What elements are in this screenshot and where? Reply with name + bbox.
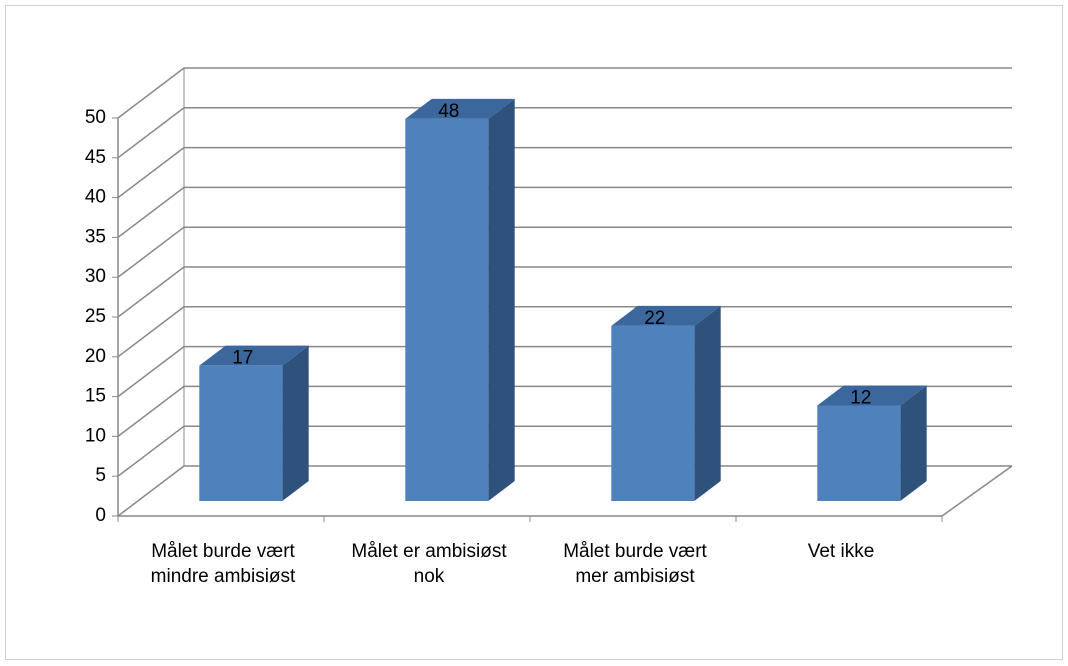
bar-top <box>817 385 927 406</box>
grid-line <box>117 107 1012 159</box>
y-tick-label: 20 <box>85 346 106 367</box>
grid-line <box>117 385 1012 437</box>
bar <box>817 405 901 501</box>
value-label: 22 <box>644 308 665 329</box>
value-label: 17 <box>232 348 253 369</box>
bar-side <box>694 305 721 501</box>
value-label: 48 <box>438 101 459 122</box>
bar-top <box>199 345 309 366</box>
bar-side <box>488 98 515 502</box>
grid-line <box>117 306 1012 358</box>
y-tick-label: 5 <box>95 465 106 486</box>
bar-top <box>405 98 515 119</box>
grid-line <box>117 425 1012 477</box>
grid-line <box>117 266 1012 318</box>
y-tick-label: 10 <box>85 425 106 446</box>
grid-line <box>117 186 1012 238</box>
bar <box>199 365 283 501</box>
x-tick-label: Vet ikke <box>807 541 875 562</box>
bar <box>405 118 489 502</box>
grid-line <box>117 67 1012 119</box>
x-tick-label: Målet burde vært mindre ambisiøst <box>150 541 296 587</box>
grid-line <box>117 146 1012 199</box>
y-tick-label: 0 <box>95 505 106 526</box>
x-tick-label: Målet burde vært mer ambisiøst <box>563 541 707 587</box>
y-tick-label: 40 <box>85 187 106 208</box>
bar-side <box>282 345 309 501</box>
chart-frame <box>5 5 1063 660</box>
y-tick-label: 35 <box>85 226 106 247</box>
grid-line <box>117 345 1012 398</box>
bar-side <box>900 385 927 501</box>
y-tick-label: 45 <box>85 147 106 168</box>
y-tick-label: 50 <box>85 107 106 128</box>
value-label: 12 <box>850 387 871 408</box>
y-tick-label: 15 <box>85 386 106 407</box>
floor-side <box>941 465 1013 517</box>
bar <box>611 325 695 501</box>
y-tick-label: 30 <box>85 266 106 287</box>
grid-line <box>117 465 1012 517</box>
x-tick-label: Målet er ambisiøst nok <box>351 541 507 587</box>
y-tick-label: 25 <box>85 306 106 327</box>
grid-line <box>117 226 1012 278</box>
bar-top <box>611 305 721 326</box>
